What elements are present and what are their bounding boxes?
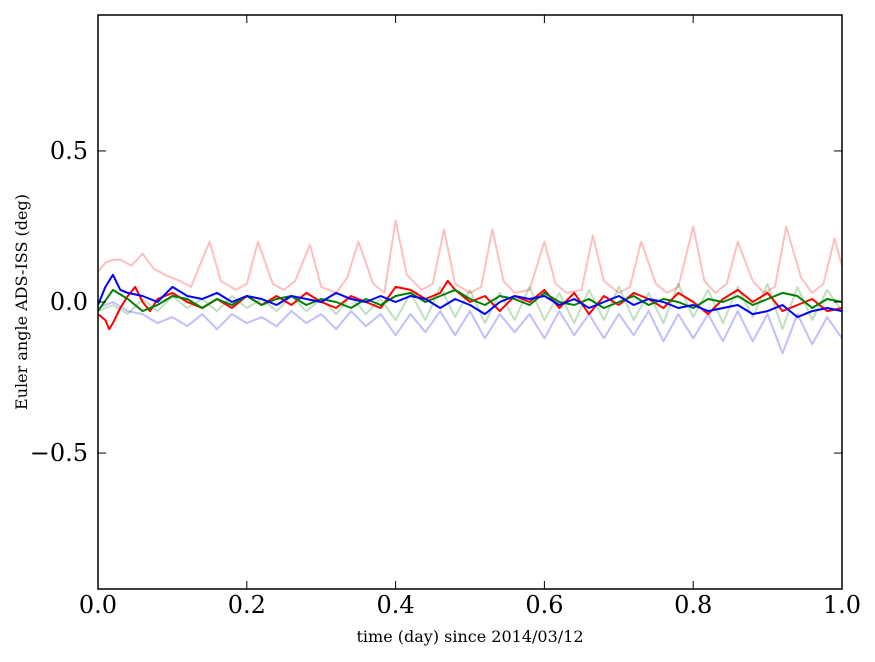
series-line-6 bbox=[97, 273, 843, 319]
x-tick-label: 0.0 bbox=[79, 591, 117, 619]
series-line-3 bbox=[97, 282, 843, 331]
y-tick-label: −0.5 bbox=[30, 439, 88, 467]
series-line-5 bbox=[97, 288, 843, 313]
y-axis-label: Euler angle ADS-ISS (deg) bbox=[12, 194, 31, 410]
x-tick-label: 0.6 bbox=[525, 591, 563, 619]
x-axis-label: time (day) since 2014/03/12 bbox=[356, 627, 583, 646]
y-tick-label: 0.5 bbox=[50, 137, 88, 165]
series-line-1 bbox=[97, 219, 843, 294]
series-line-2 bbox=[97, 301, 843, 355]
x-tick-label: 1.0 bbox=[823, 591, 861, 619]
x-tick-label: 0.8 bbox=[674, 591, 712, 619]
series-layer bbox=[97, 219, 843, 355]
x-tick-label: 0.2 bbox=[228, 591, 266, 619]
x-tick-label: 0.4 bbox=[377, 591, 415, 619]
tick-layer: 0.0 0.2 0.4 0.6 0.8 1.0 −0.5 0.0 0.5 bbox=[30, 15, 861, 619]
y-tick-label: 0.0 bbox=[50, 288, 88, 316]
